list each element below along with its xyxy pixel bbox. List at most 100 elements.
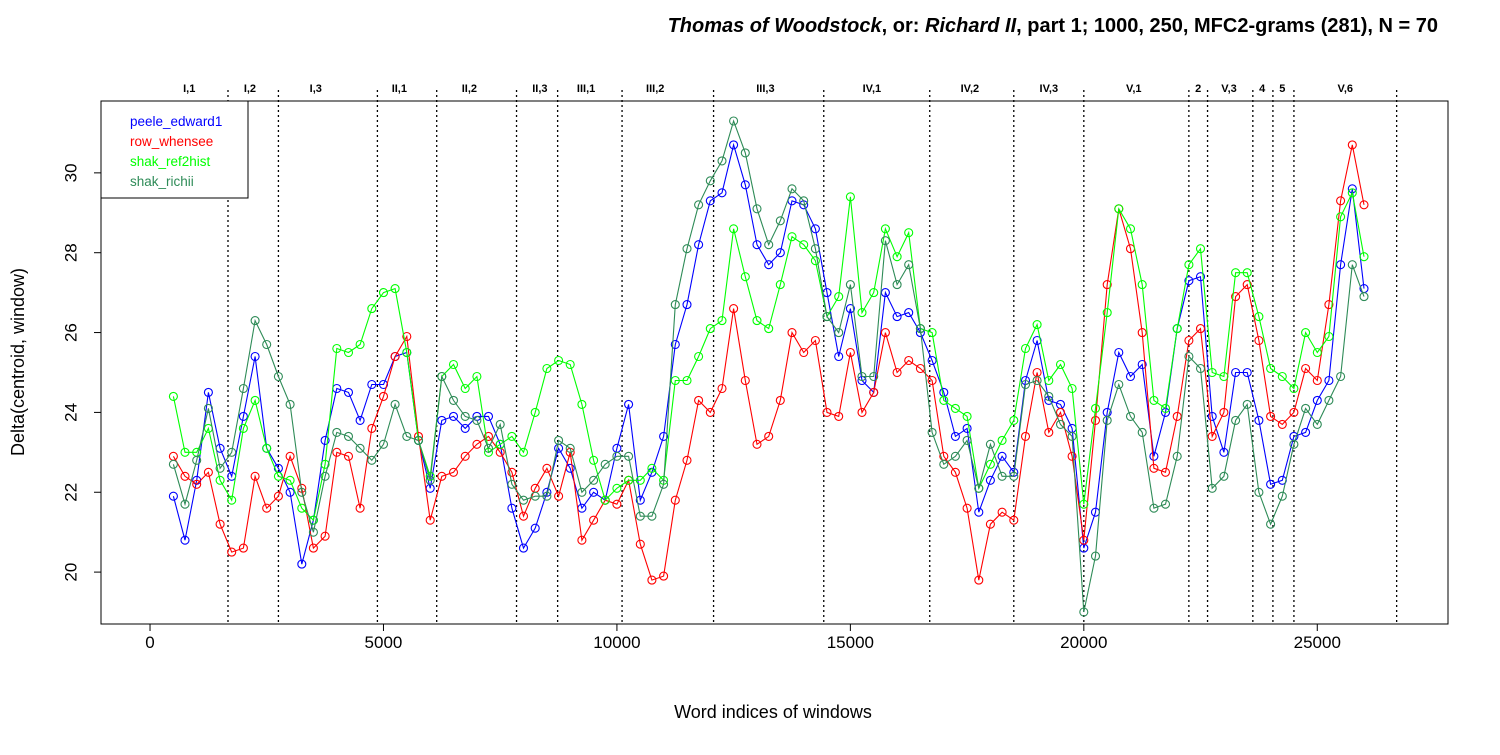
data-point	[1137, 359, 1147, 370]
data-point	[1347, 188, 1357, 198]
data-point	[694, 395, 704, 405]
data-point	[810, 335, 820, 346]
data-point	[238, 543, 248, 553]
data-point	[1172, 411, 1182, 421]
data-point	[1020, 379, 1031, 390]
data-point	[682, 300, 692, 310]
data-point	[1324, 395, 1334, 405]
data-point	[390, 284, 400, 294]
legend-entry: row_whensee	[130, 134, 213, 149]
data-point	[857, 308, 867, 318]
data-point	[589, 455, 599, 465]
data-point	[215, 519, 225, 529]
data-point	[180, 471, 190, 481]
data-point	[1219, 371, 1229, 382]
data-point	[740, 375, 750, 386]
data-point	[682, 455, 692, 465]
data-point	[1195, 244, 1206, 254]
data-point	[273, 371, 283, 382]
legend: peele_edward1 row_whensee shak_ref2histsha…	[100, 100, 249, 199]
data-point	[624, 451, 634, 461]
data-point	[1160, 403, 1171, 413]
data-point	[425, 515, 435, 525]
y-tick-label: 22	[62, 483, 81, 502]
scene-label: 5	[1279, 83, 1285, 95]
data-point	[962, 503, 972, 513]
data-point	[740, 148, 750, 158]
data-point	[367, 423, 377, 433]
data-point	[927, 355, 937, 366]
data-point	[297, 559, 307, 569]
scene-label: III,2	[646, 83, 664, 95]
data-point	[845, 192, 855, 202]
data-point	[1137, 328, 1147, 338]
scene-label: II,3	[532, 83, 547, 95]
data-point	[320, 435, 330, 445]
data-point	[1090, 403, 1101, 413]
data-point	[425, 475, 435, 485]
legend-entry: shak_richii	[130, 174, 194, 189]
data-point	[343, 387, 354, 397]
data-point	[1277, 491, 1287, 501]
data-point	[985, 475, 995, 485]
data-point	[378, 439, 389, 449]
data-point	[635, 511, 645, 521]
legend-box	[100, 100, 249, 199]
data-point	[647, 575, 657, 585]
data-point	[694, 351, 704, 362]
data-point	[332, 427, 342, 437]
series-layer	[168, 116, 1369, 617]
data-point	[1102, 415, 1112, 425]
data-point	[624, 475, 634, 485]
data-point	[869, 288, 879, 298]
data-point	[1266, 479, 1276, 489]
data-point	[1219, 471, 1229, 481]
data-point	[1172, 324, 1182, 334]
data-point	[1114, 204, 1124, 214]
data-point	[1032, 320, 1042, 330]
plot-frame	[100, 100, 1449, 625]
data-point	[1160, 499, 1171, 509]
data-point	[168, 491, 178, 501]
data-point	[869, 371, 879, 382]
data-point	[659, 571, 669, 581]
data-point	[577, 399, 587, 409]
data-point	[799, 240, 809, 250]
data-point	[320, 471, 330, 481]
y-tick-label: 30	[62, 163, 81, 182]
data-point	[1114, 379, 1124, 390]
data-point	[285, 451, 295, 461]
data-point	[997, 451, 1007, 461]
data-point	[1207, 411, 1217, 421]
data-point	[1324, 375, 1334, 386]
data-point	[775, 248, 785, 258]
data-point	[332, 343, 342, 354]
data-point	[974, 483, 984, 493]
data-point	[554, 491, 564, 501]
data-point	[238, 423, 248, 433]
data-point	[950, 431, 960, 441]
data-point	[227, 495, 237, 505]
data-point	[542, 463, 552, 473]
data-point	[507, 431, 517, 441]
data-point	[647, 511, 657, 521]
scene-label: II,1	[392, 83, 407, 95]
data-point	[997, 435, 1007, 445]
data-point	[1207, 367, 1217, 378]
data-point	[227, 547, 237, 557]
data-point	[262, 339, 272, 350]
data-point	[1032, 335, 1042, 346]
data-point	[857, 407, 867, 417]
data-point	[495, 419, 505, 429]
y-tick-label: 28	[62, 243, 81, 262]
data-point	[962, 411, 972, 421]
data-point	[1125, 371, 1136, 382]
data-point	[273, 491, 283, 501]
series-line	[172, 191, 1365, 522]
data-point	[904, 260, 914, 270]
data-point	[950, 467, 960, 477]
scene-layer: I,1 I,2 I,3 II,1 II,2 II,3 III,1 III,2 III,3 IV,1…	[183, 83, 1398, 624]
data-point	[390, 399, 400, 409]
data-point	[962, 423, 972, 433]
x-tick-label: 0	[145, 633, 154, 652]
